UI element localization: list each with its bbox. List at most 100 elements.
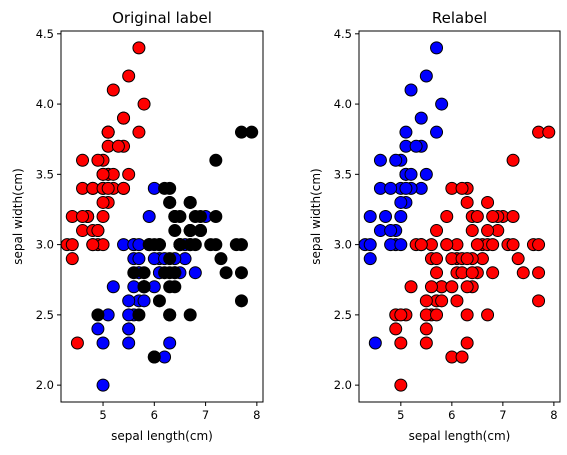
data-point: [188, 266, 202, 280]
data-point: [486, 238, 500, 252]
data-point: [399, 125, 413, 139]
data-point: [142, 238, 156, 252]
y-tick-label: 4.0: [36, 97, 54, 111]
data-point: [137, 97, 151, 111]
y-tick-label: 3.5: [36, 167, 54, 181]
data-point: [486, 210, 500, 223]
data-point: [96, 167, 110, 181]
data-point: [465, 266, 479, 280]
y-axis-label: sepal width(cm): [309, 168, 323, 264]
x-tick-label: 5: [99, 408, 106, 422]
data-point: [209, 153, 223, 167]
data-point: [101, 181, 115, 195]
data-point: [168, 224, 182, 238]
data-point: [465, 224, 479, 238]
data-point: [399, 181, 413, 195]
data-point: [430, 224, 444, 238]
data-point: [76, 210, 90, 223]
y-tick-label: 4.5: [334, 27, 352, 41]
data-point: [173, 238, 187, 252]
data-point: [122, 69, 136, 83]
data-point: [137, 280, 151, 294]
data-point: [511, 252, 525, 266]
data-point: [455, 181, 469, 195]
data-point: [214, 252, 228, 266]
data-point: [379, 210, 393, 223]
data-point: [389, 322, 403, 336]
data-point: [96, 210, 110, 223]
x-tick-label: 5: [397, 408, 404, 422]
y-tick-label: 2.5: [36, 308, 54, 322]
data-point: [234, 294, 248, 308]
data-point: [460, 252, 474, 266]
data-point: [435, 294, 449, 308]
data-point: [470, 210, 484, 223]
data-point: [65, 238, 79, 252]
data-point: [163, 336, 177, 350]
data-point: [163, 195, 177, 209]
data-point: [86, 238, 100, 252]
data-point: [404, 280, 418, 294]
x-tick-label: 7: [202, 408, 209, 422]
data-point: [132, 125, 146, 139]
y-tick-label: 2.0: [334, 378, 352, 392]
data-point: [163, 308, 177, 322]
data-point: [96, 336, 110, 350]
data-point: [363, 210, 377, 223]
data-point: [163, 252, 177, 266]
chart-title: Original label: [112, 9, 212, 27]
x-tick-label: 7: [499, 408, 506, 422]
data-point: [132, 308, 146, 322]
data-point: [132, 41, 146, 55]
y-tick-label: 4.5: [36, 27, 54, 41]
data-point: [101, 125, 115, 139]
data-point: [542, 125, 556, 139]
data-point: [394, 238, 408, 252]
data-point: [368, 336, 382, 350]
data-point: [440, 210, 454, 223]
axes-frame: [358, 30, 561, 403]
data-point: [419, 322, 433, 336]
data-point: [516, 266, 530, 280]
data-point: [430, 266, 444, 280]
data-point: [163, 280, 177, 294]
data-point: [414, 111, 428, 125]
data-point: [234, 266, 248, 280]
chart-panel-2: 5 6 7 8 2.0 2.5 3.0 3.5 4.0 4.5 Relabel sepal lengt…: [309, 9, 561, 443]
data-point: [460, 308, 474, 322]
data-point: [132, 252, 146, 266]
data-point: [122, 167, 136, 181]
data-point: [168, 210, 182, 223]
data-point: [245, 125, 259, 139]
data-point: [404, 83, 418, 97]
data-point: [430, 125, 444, 139]
data-point: [409, 139, 423, 153]
data-point: [481, 224, 495, 238]
data-point: [430, 252, 444, 266]
x-tick-label: 8: [550, 408, 557, 422]
data-point: [122, 322, 136, 336]
data-point: [234, 238, 248, 252]
data-point: [122, 336, 136, 350]
data-point: [209, 238, 223, 252]
data-point: [532, 238, 546, 252]
data-point: [219, 266, 233, 280]
data-point: [419, 294, 433, 308]
data-point: [106, 83, 120, 97]
data-point: [142, 210, 156, 223]
data-point: [363, 252, 377, 266]
data-point: [394, 210, 408, 223]
data-point: [76, 153, 90, 167]
data-point: [460, 280, 474, 294]
data-point: [424, 280, 438, 294]
x-axis-label: sepal length(cm): [409, 429, 511, 443]
data-point: [127, 266, 141, 280]
data-point: [440, 238, 454, 252]
y-tick-label: 2.0: [36, 378, 54, 392]
data-point: [394, 336, 408, 350]
data-point: [193, 224, 207, 238]
data-point: [188, 210, 202, 223]
data-point: [481, 308, 495, 322]
data-point: [419, 336, 433, 350]
data-point: [70, 336, 84, 350]
